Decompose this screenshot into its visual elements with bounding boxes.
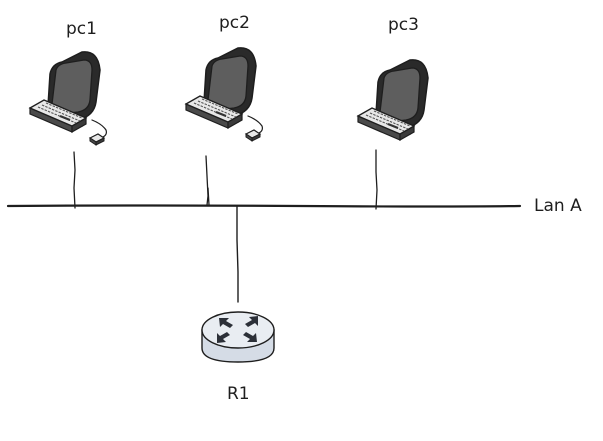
pc1-label: pc1 (66, 19, 97, 39)
pc3-link (375, 149, 378, 210)
r1-label: R1 (227, 384, 250, 404)
pc2-computer-icon (184, 46, 263, 142)
pc2-label: pc2 (219, 13, 250, 33)
pc3-computer-icon (356, 58, 430, 142)
pc2-link (205, 155, 210, 206)
pc2-node: pc2 (184, 13, 263, 142)
pc1-node: pc1 (28, 19, 108, 146)
pc1-computer-icon (28, 50, 108, 146)
pc1-link (73, 151, 76, 209)
lan-bus-line (6, 204, 522, 208)
pc3-label: pc3 (388, 15, 419, 35)
lan-label: Lan A (534, 196, 582, 216)
r1-link (236, 205, 239, 303)
r1-node: R1 (201, 311, 275, 404)
router-icon (201, 311, 275, 363)
pc3-node: pc3 (356, 15, 430, 142)
